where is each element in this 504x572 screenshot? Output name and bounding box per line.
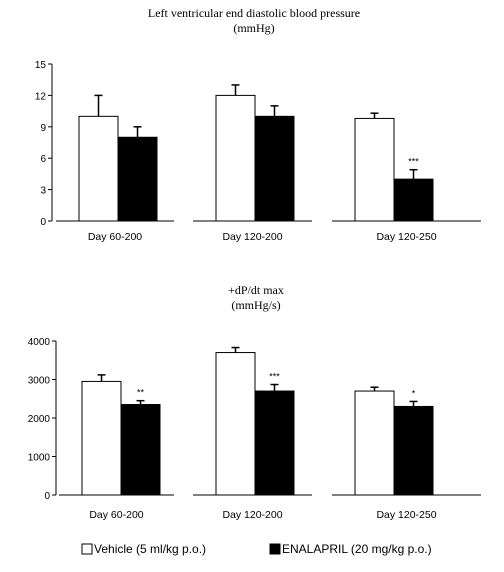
legend-vehicle-label: Vehicle (5 ml/kg p.o.): [94, 542, 206, 556]
bar-enalapril: [117, 136, 158, 222]
legend-enalapril-swatch: [269, 543, 281, 555]
legend-vehicle-swatch: [81, 543, 93, 555]
x-category-label: Day 120-250: [376, 231, 436, 243]
bar-vehicle: [78, 115, 119, 222]
y-tick-label: 3: [40, 186, 46, 197]
x-category-label: Day 60-200: [88, 231, 142, 243]
legend: Vehicle (5 ml/kg p.o.) ENALAPRIL (20 mg/…: [81, 542, 432, 556]
significance-label: ***: [408, 157, 419, 167]
bar-vehicle: [215, 94, 256, 222]
chart1-subtitle: (mmHg): [233, 21, 274, 35]
chart-ledp: 0 3 6 9 12 15 Day 60-200 Day 120-200 *** Day 120-…: [35, 60, 481, 243]
bar-vehicle: [215, 352, 256, 496]
bar-enalapril: [393, 178, 434, 222]
bar-vehicle: [354, 117, 395, 222]
legend-enalapril-label: ENALAPRIL (20 mg/kg p.o.): [282, 542, 432, 556]
chart1-title: Left ventricular end diastolic blood pre…: [148, 6, 360, 20]
bar-vehicle: [354, 390, 395, 496]
y-tick-label: 1000: [28, 453, 51, 464]
bar-vehicle: [81, 380, 122, 496]
y-tick-label: 0: [44, 491, 50, 502]
significance-label: *: [412, 388, 416, 398]
x-category-label: Day 120-250: [376, 509, 436, 521]
chart-dpdt: 0 1000 2000 3000 4000 ** Day 60-200 *** Day 120-…: [28, 337, 481, 521]
bar-enalapril: [254, 115, 295, 222]
y-tick-label: 9: [40, 123, 46, 134]
x-category-label: Day 60-200: [89, 509, 143, 521]
x-category-label: Day 120-200: [222, 231, 282, 243]
bar-enalapril: [393, 405, 434, 496]
bar-enalapril: [254, 390, 295, 496]
chart2-title: +dP/dt max: [228, 283, 284, 297]
chart2-subtitle: (mmHg/s): [231, 298, 280, 312]
y-tick-label: 2000: [28, 414, 51, 425]
y-tick-label: 15: [35, 60, 47, 71]
y-tick-label: 6: [40, 154, 46, 165]
bar-enalapril: [120, 404, 161, 496]
y-tick-label: 4000: [28, 337, 51, 348]
x-category-label: Day 120-200: [222, 509, 282, 521]
significance-label: **: [137, 388, 145, 398]
y-tick-label: 3000: [28, 376, 51, 387]
y-tick-label: 0: [40, 217, 46, 228]
y-tick-label: 12: [35, 91, 47, 102]
significance-label: ***: [269, 372, 280, 382]
